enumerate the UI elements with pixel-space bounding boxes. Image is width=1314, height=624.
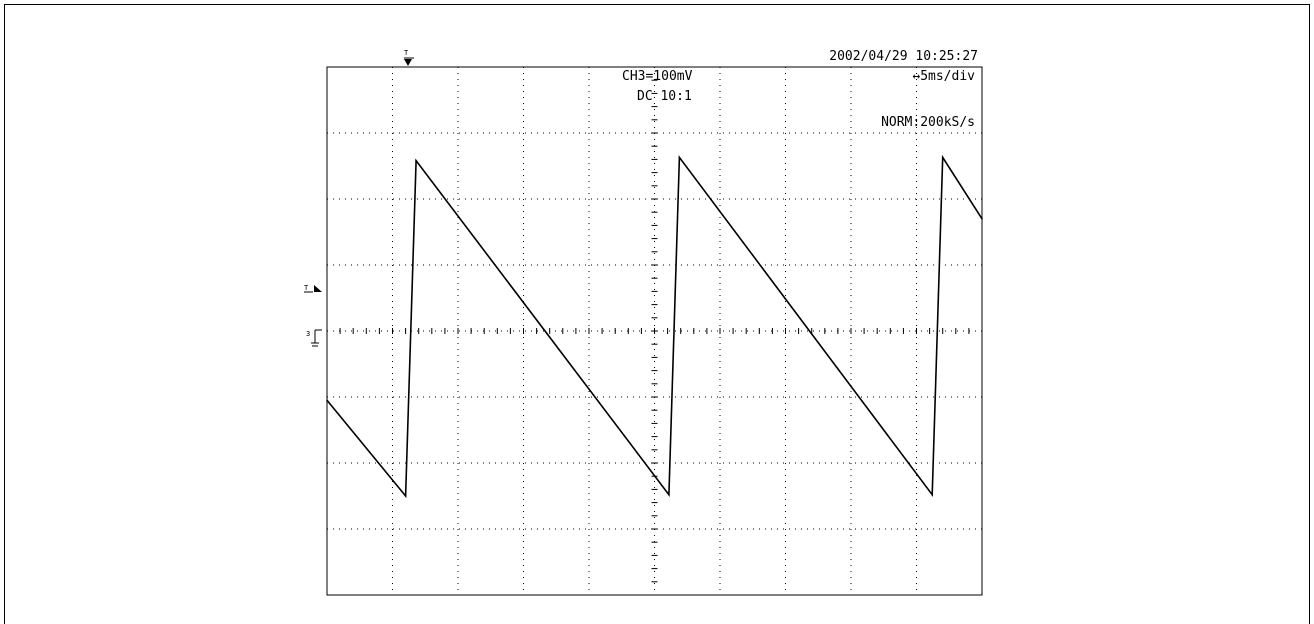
- data-point: [404, 495, 407, 497]
- timebase-readout: ↔5ms/div: [912, 69, 975, 84]
- trigger-position-icon: T: [404, 49, 414, 66]
- data-point: [931, 493, 933, 496]
- timestamp-readout: 2002/04/29 10:25:27: [829, 49, 978, 64]
- series-line: [326, 154, 983, 499]
- data-point: [326, 399, 328, 402]
- acquisition-readout: NORM:200kS/s: [881, 115, 975, 130]
- graticule: [326, 66, 983, 596]
- data-point: [415, 159, 417, 162]
- data-point: [668, 493, 670, 496]
- data-point: [941, 156, 944, 159]
- coupling-readout: DC 10:1: [637, 89, 692, 104]
- waveform-trace: [326, 154, 983, 499]
- figure-frame: [4, 4, 1310, 624]
- svg-text:3: 3: [306, 330, 310, 338]
- svg-text:T: T: [404, 49, 409, 57]
- trigger-level-icon: T: [304, 284, 322, 293]
- svg-text:T: T: [304, 284, 309, 292]
- ground-reference-icon: 3: [306, 329, 322, 347]
- data-point: [981, 218, 983, 220]
- data-point: [678, 156, 681, 159]
- channel-scale-readout: CH3=100mV: [622, 69, 693, 84]
